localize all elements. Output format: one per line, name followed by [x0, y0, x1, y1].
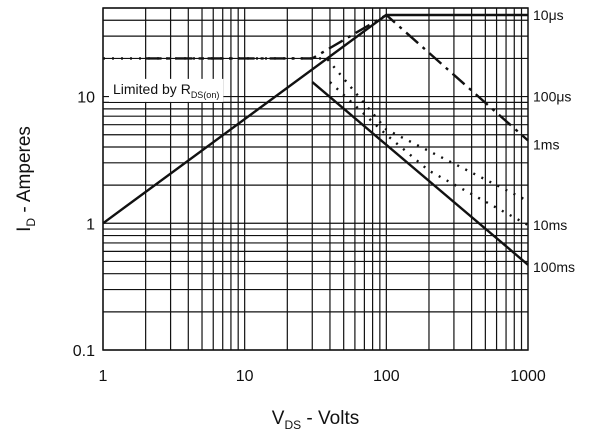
y-tick-label: 10	[77, 90, 95, 107]
x-tick-label: 10	[236, 368, 254, 385]
series-line	[103, 57, 529, 203]
grid	[102, 7, 528, 351]
x-axis-label-rest: - Volts	[301, 408, 359, 429]
y-tick-label: 0.1	[73, 343, 95, 360]
x-tick-label: 1	[99, 368, 108, 385]
series-line	[329, 81, 529, 227]
annotation-main: Limited by R	[113, 81, 191, 97]
annotation-limited-by-rds: Limited by RDS(on)	[109, 78, 224, 102]
series-label: 10ms	[533, 217, 567, 233]
series-label: 100ms	[533, 259, 575, 275]
y-axis-label-sub: D	[24, 218, 38, 227]
annotation-sub: DS(on)	[191, 90, 220, 100]
series-label: 100μs	[533, 89, 571, 105]
annotation-text: Limited by RDS(on)	[113, 81, 219, 100]
x-axis-label-sub: DS	[284, 418, 301, 432]
x-axis-label: VDS - Volts	[272, 408, 359, 432]
plot-frame	[102, 7, 529, 351]
y-tick-label: 1	[86, 216, 95, 233]
x-tick-label: 1000	[510, 368, 546, 385]
y-axis-label-main: I	[14, 227, 35, 232]
y-axis-label: ID - Amperes	[14, 126, 38, 232]
x-tick-labels: 1 10 100 1000	[99, 368, 546, 385]
series-line	[102, 13, 528, 225]
series-line	[145, 13, 529, 142]
series-layer	[102, 13, 529, 266]
y-tick-labels: 0.1 1 10	[73, 90, 95, 360]
x-tick-label: 100	[373, 368, 400, 385]
series-label: 1ms	[533, 136, 559, 152]
y-axis-label-rest: - Amperes	[14, 126, 35, 218]
curve-labels: 10μs 100μs 1ms 10ms 100ms	[533, 7, 575, 275]
series-line	[311, 81, 529, 266]
series-label: 10μs	[533, 7, 564, 23]
x-axis-label-main: V	[272, 408, 285, 429]
